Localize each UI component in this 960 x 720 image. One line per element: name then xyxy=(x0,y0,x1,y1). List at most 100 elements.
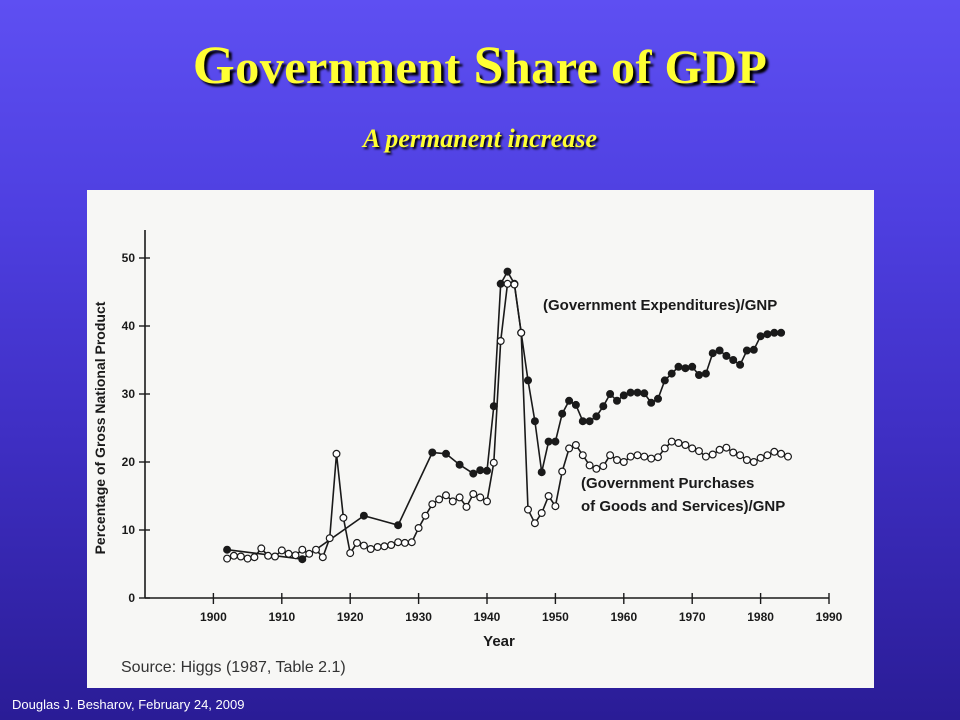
purchases-point xyxy=(421,511,430,520)
purchases-series-label-line1: (Government Purchases xyxy=(581,475,754,492)
purchases-point xyxy=(510,280,519,289)
purchases-point xyxy=(298,545,307,554)
expenditures-point xyxy=(476,466,485,475)
expenditures-point xyxy=(777,328,786,337)
purchases-point xyxy=(400,538,409,547)
expenditures-point xyxy=(565,396,574,405)
expenditures-point xyxy=(483,466,492,475)
expenditures-point xyxy=(688,362,697,371)
purchases-point xyxy=(736,451,745,460)
title-part-1: G xyxy=(192,35,236,95)
x-axis-label: Year xyxy=(483,633,515,650)
purchases-point xyxy=(653,453,662,462)
purchases-point xyxy=(442,491,451,500)
purchases-point xyxy=(647,454,656,463)
purchases-point xyxy=(701,452,710,461)
expenditures-point xyxy=(653,394,662,403)
purchases-point xyxy=(660,444,669,453)
purchases-point xyxy=(558,467,567,476)
purchases-point xyxy=(756,453,765,462)
x-tick-label: 1910 xyxy=(268,610,295,624)
gdp-share-chart: 0 10 20 30 40 50 1900 1910 1920 1930 1940 1950 1960 1… xyxy=(92,230,843,676)
purchases-point xyxy=(277,546,286,555)
purchases-point xyxy=(229,551,238,560)
purchases-point xyxy=(530,519,539,528)
x-tick-label: 1930 xyxy=(405,610,432,624)
expenditures-point xyxy=(551,437,560,446)
expenditures-point xyxy=(770,328,779,337)
purchases-point xyxy=(476,493,485,502)
expenditures-point xyxy=(455,460,464,469)
purchases-point xyxy=(462,502,471,511)
expenditures-point xyxy=(298,555,307,564)
expenditures-point xyxy=(647,398,656,407)
purchases-point xyxy=(612,456,621,465)
purchases-series-label-line2: of Goods and Services)/GNP xyxy=(581,498,785,515)
purchases-point xyxy=(503,279,512,288)
purchases-point xyxy=(681,441,690,450)
purchases-point xyxy=(250,553,259,562)
purchases-point xyxy=(708,450,717,459)
expenditures-point xyxy=(599,402,608,411)
expenditures-series-label: (Government Expenditures)/GNP xyxy=(543,297,777,314)
y-tick-label: 30 xyxy=(122,387,136,401)
source-note: Source: Higgs (1987, Table 2.1) xyxy=(121,659,346,676)
expenditures-point xyxy=(667,369,676,378)
expenditures-point xyxy=(701,369,710,378)
expenditures-point xyxy=(469,469,478,478)
purchases-point xyxy=(243,554,252,563)
purchases-point xyxy=(715,445,724,454)
purchases-point xyxy=(223,554,232,563)
purchases-point xyxy=(407,538,416,547)
purchases-point xyxy=(414,524,423,533)
expenditures-point xyxy=(749,345,758,354)
purchases-point xyxy=(524,505,533,514)
x-tick-label: 1990 xyxy=(816,610,843,624)
y-tick-label: 10 xyxy=(122,523,136,537)
purchases-point xyxy=(353,538,362,547)
title-part-3: S xyxy=(473,35,505,95)
purchases-point xyxy=(783,452,792,461)
purchases-point xyxy=(606,451,615,460)
purchases-point xyxy=(428,500,437,509)
expenditures-point xyxy=(571,400,580,409)
x-tick-label: 1970 xyxy=(679,610,706,624)
purchases-point xyxy=(264,551,273,560)
purchases-point xyxy=(305,549,314,558)
x-tick-label: 1960 xyxy=(610,610,637,624)
purchases-point xyxy=(373,543,382,552)
purchases-point xyxy=(551,502,560,511)
purchases-point xyxy=(394,538,403,547)
x-tick-label: 1980 xyxy=(747,610,774,624)
chart-panel: 0 10 20 30 40 50 1900 1910 1920 1930 1940 1950 1960 1… xyxy=(87,190,874,688)
expenditures-point xyxy=(442,449,451,458)
purchases-point xyxy=(742,456,751,465)
purchases-point xyxy=(565,444,574,453)
purchases-point xyxy=(483,497,492,506)
purchases-point xyxy=(312,545,321,554)
expenditures-point xyxy=(530,417,539,426)
purchases-point xyxy=(291,551,300,560)
y-tick-label: 20 xyxy=(122,455,136,469)
purchases-point xyxy=(544,492,553,501)
purchases-point xyxy=(585,461,594,470)
purchases-point xyxy=(667,437,676,446)
expenditures-point xyxy=(592,412,601,421)
purchases-point xyxy=(318,553,327,562)
expenditures-point xyxy=(742,346,751,355)
purchases-point xyxy=(380,542,389,551)
expenditures-point xyxy=(640,389,649,398)
y-tick-label: 50 xyxy=(122,251,136,265)
expenditures-point xyxy=(619,391,628,400)
expenditures-point xyxy=(544,437,553,446)
purchases-point xyxy=(339,513,348,522)
expenditures-point xyxy=(708,349,717,358)
purchases-point xyxy=(496,337,505,346)
purchases-point xyxy=(592,464,601,473)
expenditures-point xyxy=(681,364,690,373)
expenditures-point xyxy=(537,468,546,477)
purchases-point xyxy=(763,451,772,460)
expenditures-point xyxy=(394,521,403,530)
purchases-point xyxy=(777,449,786,458)
purchases-point xyxy=(688,444,697,453)
